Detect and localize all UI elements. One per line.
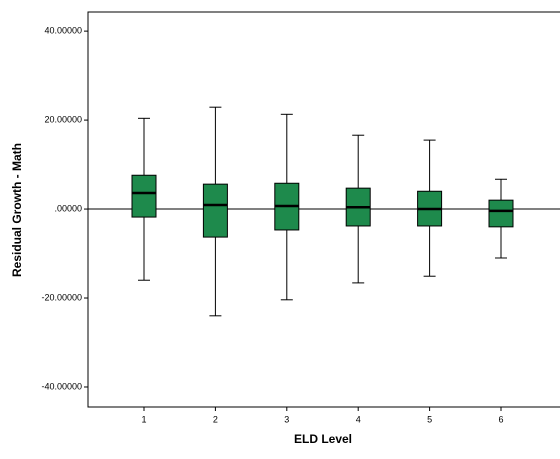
y-tick-label: -40.00000 [41, 381, 82, 391]
y-tick-label: 40.00000 [44, 26, 82, 36]
x-tick-label: 3 [284, 414, 289, 424]
x-tick-label: 4 [356, 414, 361, 424]
x-tick-label: 1 [141, 414, 146, 424]
y-axis-title: Residual Growth - Math [10, 143, 24, 277]
box [131, 174, 157, 218]
box [202, 183, 228, 238]
x-axis-title: ELD Level [294, 432, 352, 446]
box [488, 199, 514, 228]
x-tick-label: 2 [213, 414, 218, 424]
y-tick-label: -20.00000 [41, 292, 82, 302]
x-tick-label: 6 [498, 414, 503, 424]
y-tick-label: .00000 [54, 203, 82, 213]
y-tick-label: 20.00000 [44, 114, 82, 124]
x-tick-label: 5 [427, 414, 432, 424]
